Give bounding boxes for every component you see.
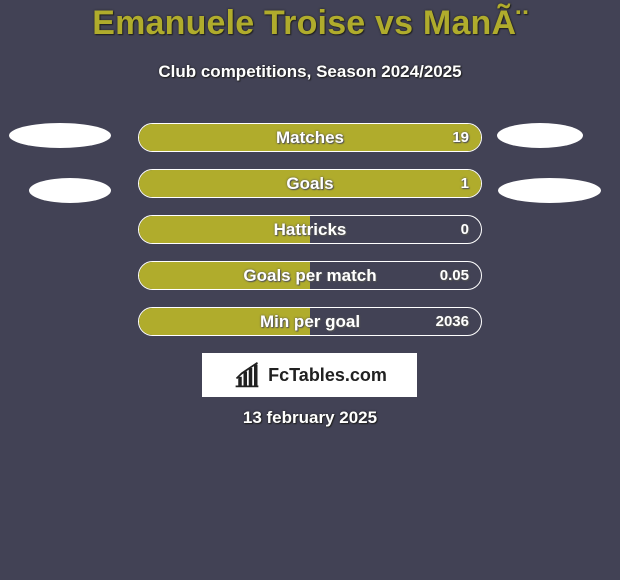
stat-value: 1 [461, 170, 469, 197]
stat-row-goals-per-match: Goals per match 0.05 [138, 261, 482, 290]
page-title: Emanuele Troise vs ManÃ¨ [0, 4, 620, 43]
subtitle: Club competitions, Season 2024/2025 [0, 62, 620, 82]
stat-value: 0 [461, 216, 469, 243]
stat-row-min-per-goal: Min per goal 2036 [138, 307, 482, 336]
stat-label: Goals [139, 170, 481, 197]
comparison-infographic: Emanuele Troise vs ManÃ¨ Club competitio… [0, 0, 620, 580]
stat-label: Hattricks [139, 216, 481, 243]
date-text: 13 february 2025 [0, 408, 620, 428]
left-ellipse-row-0 [9, 123, 111, 148]
right-ellipse-row-1 [498, 178, 601, 203]
logo-text: FcTables.com [268, 365, 387, 386]
stat-value: 2036 [436, 308, 469, 335]
stat-label: Matches [139, 124, 481, 151]
stat-value: 19 [452, 124, 469, 151]
fctables-logo: FcTables.com [202, 353, 417, 397]
left-ellipse-row-1 [29, 178, 111, 203]
stat-label: Min per goal [139, 308, 481, 335]
bar-chart-icon [232, 361, 262, 389]
stat-row-matches: Matches 19 [138, 123, 482, 152]
stat-row-goals: Goals 1 [138, 169, 482, 198]
stat-value: 0.05 [440, 262, 469, 289]
right-ellipse-row-0 [497, 123, 583, 148]
stat-label: Goals per match [139, 262, 481, 289]
stat-row-hattricks: Hattricks 0 [138, 215, 482, 244]
